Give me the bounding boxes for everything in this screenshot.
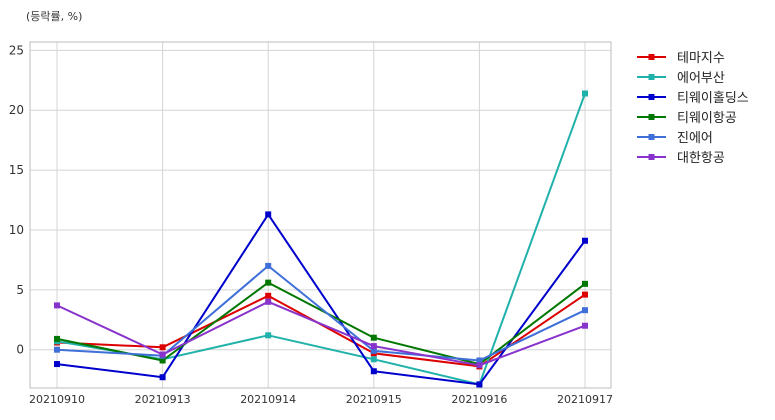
x-tick-label: 20210913 [135, 393, 191, 406]
series-4-point [370, 334, 377, 341]
series-6-point [370, 343, 377, 350]
series-6-point [159, 351, 166, 358]
series-2-point [265, 332, 272, 339]
y-tick-label: 10 [9, 223, 24, 237]
legend-label-4: 티웨이항공 [677, 111, 737, 126]
series-line-2 [56, 93, 586, 386]
x-tick-label: 20210910 [29, 393, 85, 406]
legend-marker-3 [648, 94, 655, 100]
series-5-point [265, 262, 272, 269]
legend-label-5: 진에어 [677, 131, 713, 146]
y-tick-label: 25 [9, 43, 24, 57]
series-3-point [582, 237, 588, 244]
series-2-point [370, 356, 377, 363]
series-4-point [54, 335, 60, 342]
series-5-point [476, 357, 483, 364]
series-6-point [54, 302, 60, 309]
plot-frame [29, 41, 612, 389]
series-3-point [54, 361, 60, 368]
legend-label-6: 대한항공 [677, 151, 725, 166]
series-1-point [159, 344, 166, 351]
series-3-point [370, 368, 377, 375]
series-6-point [476, 362, 483, 369]
series-1-point [582, 291, 588, 298]
series-6-point [582, 322, 588, 329]
series-2-point [582, 90, 588, 97]
series-line-5 [56, 264, 586, 362]
y-tick-label: 0 [16, 343, 24, 357]
series-4-point [582, 280, 588, 287]
series-5-point [54, 346, 60, 353]
x-tick-label: 20210916 [451, 393, 507, 406]
legend-label-1: 테마지수 [677, 51, 725, 66]
legend-marker-6 [648, 154, 655, 160]
series-3-point [159, 374, 166, 381]
x-tick-label: 20210915 [346, 393, 402, 406]
series-6-point [265, 298, 272, 305]
series-line-3 [56, 213, 586, 386]
series-4-point [159, 357, 166, 364]
x-tick-label: 20210914 [240, 393, 296, 406]
legend-label-2: 에어부산 [677, 71, 725, 86]
y-tick-label: 5 [16, 283, 24, 297]
series-4-point [265, 279, 272, 286]
series-line-4 [56, 281, 586, 366]
series-5-point [582, 307, 588, 314]
series-3-point [476, 381, 483, 388]
y-axis-unit-label: (등락률, %) [26, 10, 83, 23]
y-tick-label: 20 [9, 103, 24, 117]
y-tick-label: 15 [9, 163, 24, 177]
legend-marker-4 [648, 114, 655, 120]
series-3-point [265, 211, 272, 218]
legend-marker-2 [648, 74, 655, 80]
legend-label-3: 티웨이홀딩스 [677, 91, 749, 106]
legend-marker-1 [648, 54, 655, 60]
legend-marker-5 [648, 134, 655, 140]
series-5-point [370, 347, 377, 354]
x-tick-label: 20210917 [557, 393, 613, 406]
series-1-point [265, 292, 272, 299]
series-line-6 [56, 300, 586, 367]
